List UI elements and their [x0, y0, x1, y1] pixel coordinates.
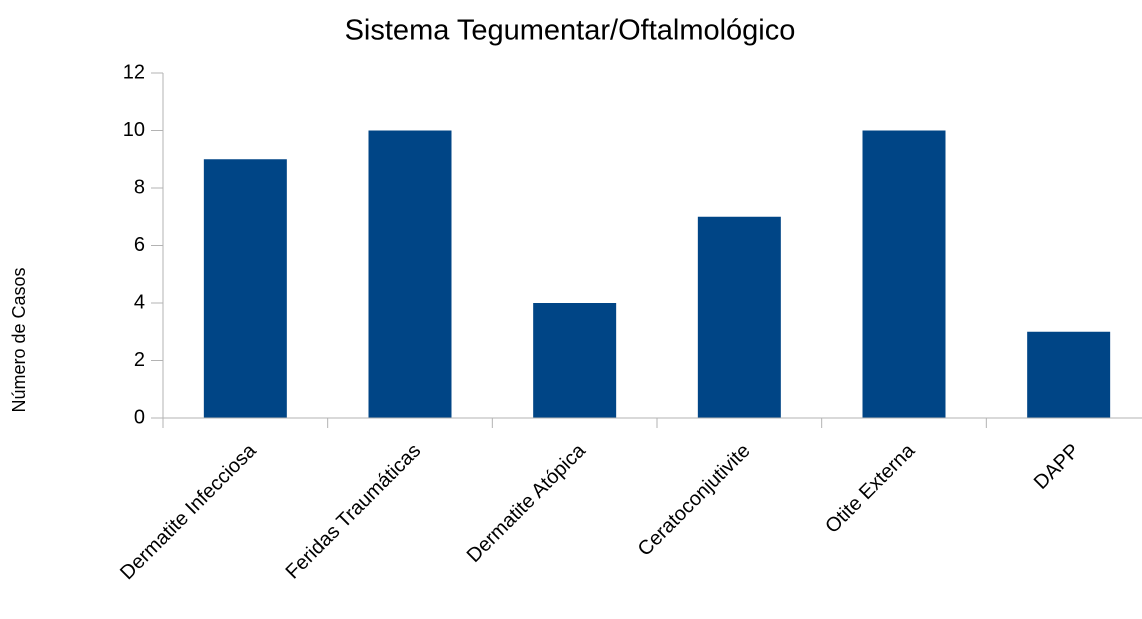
chart-title: Sistema Tegumentar/Oftalmológico	[345, 15, 796, 47]
y-tick-label: 8	[134, 176, 145, 198]
x-tick-label: DAPP	[1030, 440, 1084, 494]
bar	[1027, 331, 1111, 418]
bar	[533, 303, 617, 418]
bar	[697, 216, 781, 418]
y-tick-label: 10	[123, 119, 145, 141]
y-axis-label: Número de Casos	[9, 267, 29, 412]
y-tick-label: 4	[134, 291, 145, 313]
x-tick-label: Feridas Traumáticas	[282, 440, 426, 584]
y-tick-label: 2	[134, 349, 145, 371]
y-tick-label: 0	[134, 406, 145, 428]
x-tick-label: Ceratoconjutivite	[634, 440, 755, 561]
bar	[203, 159, 287, 418]
bar	[368, 130, 452, 418]
x-tick-label: Dermatite Infecciosa	[116, 439, 261, 584]
bar	[862, 130, 946, 418]
x-tick-label: Dermatite Atópica	[463, 439, 591, 567]
y-tick-label: 6	[134, 234, 145, 256]
y-tick-label: 12	[123, 61, 145, 83]
x-tick-label: Otite Externa	[821, 439, 920, 538]
